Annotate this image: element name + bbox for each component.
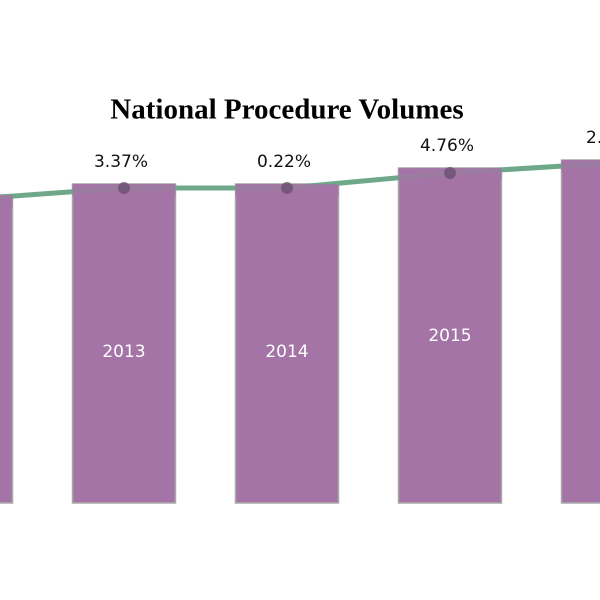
- bar-label: 2014: [265, 342, 308, 362]
- chart-title: National Procedure Volumes: [110, 94, 463, 126]
- growth-label: 0.22%: [257, 152, 311, 172]
- bar-label: 2015: [428, 326, 471, 346]
- line-marker: [444, 167, 456, 179]
- bar: [71, 183, 177, 504]
- growth-label: 3.37%: [94, 152, 148, 172]
- bar: [234, 183, 340, 504]
- bar-label: 2013: [102, 342, 145, 362]
- line-marker: [281, 182, 293, 194]
- line-marker: [118, 182, 130, 194]
- bar: [560, 159, 600, 504]
- bar-overlay: [561, 160, 600, 172]
- growth-label: 2.: [586, 128, 600, 148]
- growth-label: 4.76%: [420, 136, 474, 156]
- bar: [0, 194, 14, 504]
- bar-overlay: [0, 195, 13, 207]
